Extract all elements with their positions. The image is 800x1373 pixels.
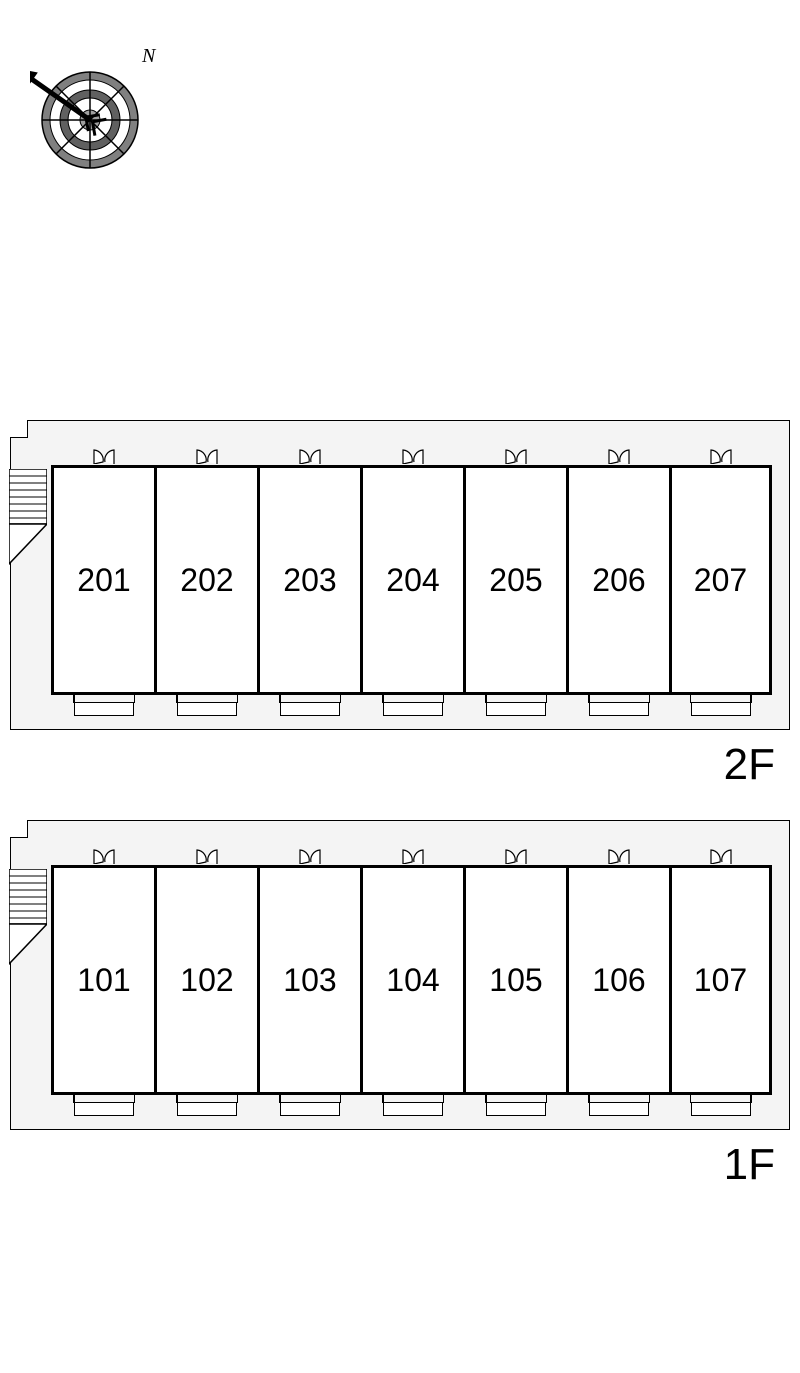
room-number: 104 (386, 962, 439, 999)
room-104: 104 (360, 865, 463, 1095)
room-number: 207 (694, 562, 747, 599)
floor-label-2f: 2F (724, 740, 775, 790)
room-106: 106 (566, 865, 669, 1095)
balcony (589, 702, 649, 716)
door-icon (706, 846, 736, 864)
room-number: 106 (592, 962, 645, 999)
door-icon (398, 846, 428, 864)
door-icon (501, 846, 531, 864)
room-number: 107 (694, 962, 747, 999)
room-207: 207 (669, 465, 772, 695)
room-row-1f: 101 102 103 104 105 (51, 865, 772, 1095)
room-number: 101 (77, 962, 130, 999)
room-204: 204 (360, 465, 463, 695)
room-number: 206 (592, 562, 645, 599)
floor-1f: 101 102 103 104 105 (10, 820, 790, 1130)
door-icon (604, 446, 634, 464)
balcony (177, 1102, 237, 1116)
balcony (280, 1102, 340, 1116)
room-number: 205 (489, 562, 542, 599)
corner-notch (10, 820, 28, 838)
compass-label: N (141, 45, 157, 67)
room-number: 102 (180, 962, 233, 999)
floor-plan-2f: 201 202 203 204 205 (10, 420, 790, 730)
balcony (486, 702, 546, 716)
stairs-1f (9, 869, 47, 969)
room-206: 206 (566, 465, 669, 695)
door-icon (706, 446, 736, 464)
room-number: 103 (283, 962, 336, 999)
balcony (486, 1102, 546, 1116)
balcony (691, 702, 751, 716)
corner-notch (10, 420, 28, 438)
floor-2f: 201 202 203 204 205 (10, 420, 790, 730)
stairs-2f (9, 469, 47, 569)
door-icon (192, 446, 222, 464)
room-number: 204 (386, 562, 439, 599)
door-icon (501, 446, 531, 464)
room-row-2f: 201 202 203 204 205 (51, 465, 772, 695)
room-202: 202 (154, 465, 257, 695)
balcony (177, 702, 237, 716)
room-102: 102 (154, 865, 257, 1095)
floor-label-1f: 1F (724, 1140, 775, 1190)
balcony (589, 1102, 649, 1116)
room-number: 203 (283, 562, 336, 599)
floor-plan-1f: 101 102 103 104 105 (10, 820, 790, 1130)
door-icon (295, 446, 325, 464)
door-icon (604, 846, 634, 864)
balcony (74, 1102, 134, 1116)
balcony (383, 1102, 443, 1116)
room-205: 205 (463, 465, 566, 695)
door-icon (398, 446, 428, 464)
door-icon (89, 446, 119, 464)
room-105: 105 (463, 865, 566, 1095)
balcony (383, 702, 443, 716)
door-icon (295, 846, 325, 864)
room-number: 105 (489, 962, 542, 999)
balcony (691, 1102, 751, 1116)
room-number: 201 (77, 562, 130, 599)
door-icon (89, 846, 119, 864)
room-number: 202 (180, 562, 233, 599)
room-201: 201 (51, 465, 154, 695)
room-107: 107 (669, 865, 772, 1095)
balcony (280, 702, 340, 716)
door-icon (192, 846, 222, 864)
room-103: 103 (257, 865, 360, 1095)
room-101: 101 (51, 865, 154, 1095)
compass: N (30, 30, 180, 180)
room-203: 203 (257, 465, 360, 695)
balcony (74, 702, 134, 716)
